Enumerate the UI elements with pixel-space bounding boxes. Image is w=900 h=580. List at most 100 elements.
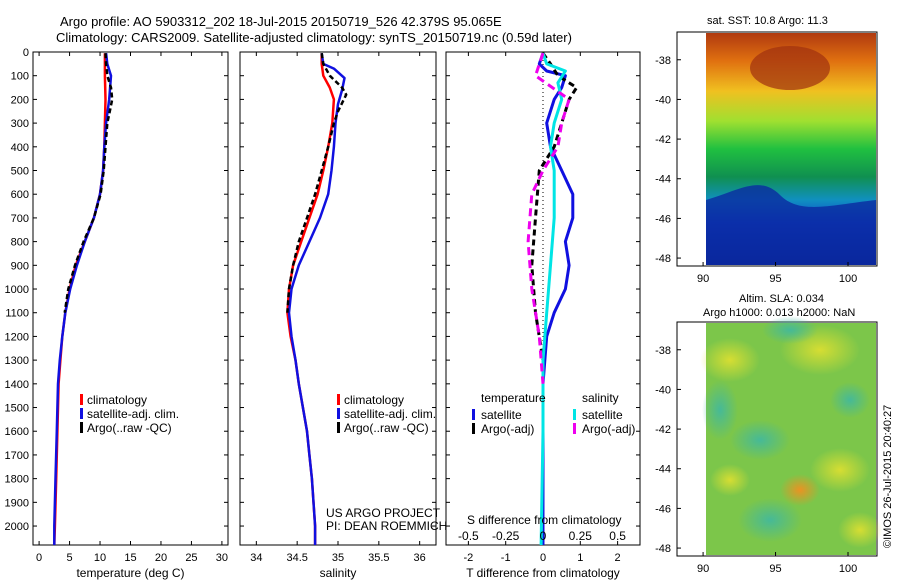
- legend-label: climatology: [87, 393, 147, 407]
- y-tick-label: 900: [11, 260, 29, 272]
- credit-text: ©IMOS 26-Jul-2015 20:40:27: [882, 405, 894, 548]
- x-tick-label: 15: [124, 552, 136, 564]
- sst-map-title: sat. SST: 10.8 Argo: 11.3: [707, 15, 828, 27]
- y-tick-label: 600: [11, 189, 29, 201]
- sst-cold-tongue: [706, 185, 876, 265]
- legend-swatch: [80, 408, 83, 419]
- map-x-tick-label: 100: [839, 273, 857, 285]
- x-tick-label: 30: [216, 552, 228, 564]
- x-tick-label: 25: [185, 552, 197, 564]
- series-line-salinity-satellite: [539, 52, 567, 546]
- map-x-tick-label: 95: [769, 273, 781, 285]
- x-tick-label-top: -0.25: [492, 529, 520, 543]
- y-tick-label: 700: [11, 213, 29, 225]
- x-tick-label: 35.5: [368, 552, 389, 564]
- x-tick-label: 36: [414, 552, 426, 564]
- legend-label: satellite: [582, 408, 623, 422]
- y-tick-label: 1100: [5, 308, 29, 320]
- legend-title-salinity: salinity: [582, 391, 619, 405]
- x-tick-label: 1: [577, 552, 583, 564]
- map-y-tick-label: -46: [655, 213, 671, 225]
- legend-swatch: [472, 423, 475, 434]
- legend-swatch: [80, 422, 83, 433]
- figure-title-line1: Argo profile: AO 5903312_202 18-Jul-2015…: [60, 14, 502, 29]
- x-tick-label: 34: [250, 552, 262, 564]
- sla-anomaly-blob: [762, 316, 818, 344]
- x-tick-label: 0: [540, 552, 546, 564]
- x-tick-label: -1: [501, 552, 511, 564]
- sla-anomaly-blob: [738, 498, 802, 542]
- map-y-tick-label: -42: [655, 424, 671, 436]
- legend-label: Argo(-adj): [582, 422, 635, 436]
- x-tick-label-top: 0: [540, 529, 547, 543]
- x-axis-label-top: S difference from climatology: [467, 513, 622, 527]
- temperature-panel: 0100200300400500600700800900100011001200…: [5, 47, 229, 580]
- salinity-panel: 34 34.5 35 35.5 36 salinity climatologysatelli…: [239, 51, 447, 580]
- legend-label: Argo(-adj): [481, 422, 534, 436]
- map-x-tick-label: 90: [697, 563, 709, 575]
- legend-label: climatology: [344, 393, 404, 407]
- legend-swatch: [472, 409, 475, 420]
- legend-swatch: [337, 422, 340, 433]
- series-line-temperature-argo-adj-: [530, 52, 579, 361]
- map-x-tick-label: 90: [697, 273, 709, 285]
- sla-map-title: Altim. SLA: 0.034: [739, 293, 824, 305]
- x-tick-label: 10: [94, 552, 106, 564]
- y-tick-label: 1000: [5, 284, 29, 296]
- sla-anomaly-blob: [810, 448, 870, 492]
- x-tick-label: 0: [36, 552, 42, 564]
- sla-anomaly-blob: [830, 382, 870, 418]
- sla-map-subtitle: Argo h1000: 0.013 h2000: NaN: [703, 307, 855, 319]
- x-tick-label: 35: [332, 552, 344, 564]
- y-tick-label: 0: [23, 47, 29, 59]
- x-tick-label: 34.5: [286, 552, 307, 564]
- legend-label: satellite-adj. clim.: [87, 407, 179, 421]
- y-tick-label: 500: [11, 166, 29, 178]
- y-tick-label: 1600: [5, 426, 29, 438]
- map-y-tick-label: -38: [655, 345, 671, 357]
- y-tick-label: 300: [11, 118, 29, 130]
- map-y-tick-label: -40: [655, 384, 671, 396]
- x-tick-label-top: -0.5: [458, 529, 479, 543]
- map-y-tick-label: -48: [655, 253, 671, 265]
- series-line-satellite-adj-clim-: [53, 53, 113, 545]
- map-y-tick-label: -38: [655, 55, 671, 67]
- sst-map: sat. SST: 10.8 Argo: 11.3 -38 -40 -42 -44 -4…: [655, 15, 878, 285]
- x-tick-label-top: 0.25: [569, 529, 593, 543]
- sst-warm-core: [750, 46, 830, 90]
- x-axis-label: T difference from climatology: [466, 566, 620, 580]
- x-axis-label: temperature (deg C): [76, 566, 184, 580]
- x-tick-label: 5: [67, 552, 73, 564]
- y-tick-label: 100: [11, 71, 29, 83]
- map-y-tick-label: -46: [655, 503, 671, 515]
- figure-title-line2: Climatology: CARS2009. Satellite-adjuste…: [56, 30, 572, 45]
- sla-anomaly-blob: [730, 420, 790, 460]
- legend-swatch: [337, 408, 340, 419]
- sla-anomaly-blob: [702, 380, 738, 440]
- legend-label: satellite-adj. clim.: [344, 407, 436, 421]
- x-tick-label: 20: [155, 552, 167, 564]
- annotation-text: US ARGO PROJECT: [326, 506, 441, 520]
- x-tick-label-top: 0.5: [609, 529, 626, 543]
- y-tick-label: 1700: [5, 450, 29, 462]
- y-tick-label: 1500: [5, 403, 29, 415]
- legend-title-temperature: temperature: [481, 391, 546, 405]
- map-y-tick-label: -48: [655, 543, 671, 555]
- annotation-text: PI: DEAN ROEMMICH: [326, 519, 447, 533]
- y-tick-label: 1400: [5, 379, 29, 391]
- y-tick-label: 1300: [5, 355, 29, 367]
- sla-anomaly-blob: [780, 474, 820, 506]
- map-x-tick-label: 100: [839, 563, 857, 575]
- map-y-tick-label: -40: [655, 94, 671, 106]
- legend-swatch: [573, 409, 576, 420]
- x-tick-label: 2: [615, 552, 621, 564]
- y-tick-label: 800: [11, 237, 29, 249]
- sla-anomaly-blob: [710, 464, 750, 496]
- series-line-salinity-argo-adj-: [526, 52, 571, 384]
- y-tick-label: 400: [11, 142, 29, 154]
- y-tick-label: 200: [11, 94, 29, 106]
- legend-swatch: [80, 394, 83, 405]
- legend-swatch: [337, 394, 340, 405]
- y-tick-label: 1900: [5, 497, 29, 509]
- sla-anomaly-blob: [700, 338, 760, 382]
